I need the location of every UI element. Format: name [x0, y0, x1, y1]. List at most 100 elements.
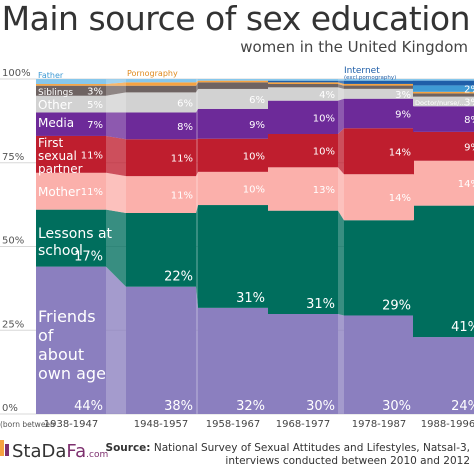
series-label-first-sexual-partner: First	[38, 136, 64, 150]
value-label: 11%	[171, 154, 193, 165]
value-label: 10%	[313, 113, 335, 124]
value-label: 22%	[164, 270, 193, 285]
bar-doctor-nurse	[413, 85, 474, 92]
logo-suffix: .com	[86, 450, 109, 460]
bar-siblings	[344, 85, 414, 89]
bar-father	[36, 79, 106, 85]
band-mother	[106, 172, 126, 213]
bar-mother	[36, 172, 106, 210]
bar-mother	[413, 160, 474, 206]
value-label: 8%	[464, 115, 474, 126]
band-pornography	[196, 80, 198, 86]
source-note: Source: National Survey of Sexual Attitu…	[106, 442, 470, 468]
value-label: 14%	[458, 179, 474, 190]
bar-media	[36, 112, 106, 136]
bar-lessons-at-school	[344, 220, 414, 316]
band-first-sexual-partner	[106, 135, 126, 177]
band-media	[338, 98, 344, 134]
band-media	[196, 108, 198, 140]
bar-siblings	[126, 85, 196, 93]
source-line2: interviews conducted between 2010 and 20…	[225, 455, 470, 467]
chart-subtitle: women in the United Kingdom	[240, 38, 468, 56]
x-tick-label: 1958-1967	[206, 419, 261, 430]
bar-first-sexual-partner	[413, 131, 474, 161]
value-label: 30%	[306, 399, 335, 414]
y-tick-label: 75%	[2, 152, 24, 163]
bar-lessons-at-school	[126, 213, 196, 287]
bar-other	[36, 95, 106, 113]
bar-lessons-at-school	[198, 205, 268, 308]
bar-father	[198, 79, 268, 81]
series-label-doctor-nurse: Doctor/nurse/...	[415, 99, 466, 107]
series-label-friends-of-about-own-age: of	[38, 326, 54, 345]
value-label: 11%	[81, 187, 103, 198]
value-label: 9%	[464, 142, 474, 153]
bar-friends-of-about-own-age	[344, 315, 414, 414]
value-label: 9%	[395, 109, 411, 120]
bar-friends-of-about-own-age	[413, 337, 474, 414]
value-label: 38%	[164, 399, 193, 414]
bar-pornography	[198, 80, 268, 83]
value-label: 29%	[382, 298, 411, 313]
bar-friends-of-about-own-age	[126, 286, 196, 414]
band-other	[338, 87, 344, 101]
bar-first-sexual-partner	[126, 139, 196, 177]
value-label: 2%	[464, 85, 474, 96]
value-label: 31%	[236, 291, 265, 306]
bar-first-sexual-partner	[344, 128, 414, 175]
bar-mother	[198, 171, 268, 206]
bar-father	[413, 79, 474, 81]
value-label: 14%	[389, 147, 411, 158]
series-label-father: Father	[38, 71, 64, 80]
x-tick-label: 1978-1987	[352, 419, 407, 430]
band-other	[106, 92, 126, 113]
value-label: 3%	[87, 87, 103, 98]
series-label-other: Other	[38, 98, 72, 112]
value-label: 7%	[87, 120, 103, 131]
site-logo[interactable]: StaDaFa.com	[12, 441, 108, 462]
bar-friends-of-about-own-age	[198, 307, 268, 414]
bar-media	[344, 98, 414, 129]
bar-other	[268, 87, 338, 101]
band-mother	[196, 171, 198, 213]
bar-siblings	[413, 93, 474, 97]
value-label: 24%	[451, 399, 474, 414]
value-label: 3%	[464, 97, 474, 108]
band-first-sexual-partner	[196, 138, 198, 177]
band-lessons-at-school	[338, 210, 344, 316]
value-label: 13%	[313, 185, 335, 196]
band-mother	[338, 167, 344, 221]
logo-main: StaDa	[12, 441, 67, 462]
logo-accent: Fa	[66, 441, 87, 462]
value-label: 44%	[74, 399, 103, 414]
series-label-pornography: Pornography	[127, 69, 178, 78]
bar-media	[268, 100, 338, 134]
band-siblings	[338, 84, 344, 89]
series-label-lessons-at-school: school	[38, 243, 83, 259]
bar-pornography	[268, 82, 338, 84]
band-internet-excl-pornography	[338, 80, 344, 84]
band-father	[338, 79, 344, 81]
series-label-first-sexual-partner: sexual	[38, 149, 77, 163]
value-label: 6%	[177, 98, 193, 109]
stadafa-logo-icon	[0, 438, 10, 458]
axes: 0% 25% 50% 75% 100% 1938-1947 1948-1957 1958-19…	[0, 68, 474, 430]
band-father	[196, 79, 198, 83]
series-label-friends-of-about-own-age: own age	[38, 364, 106, 383]
band-pornography	[106, 82, 126, 86]
x-tick-label: 1948-1957	[134, 419, 189, 430]
y-tick-label: 100%	[2, 68, 31, 79]
value-label: 14%	[389, 193, 411, 204]
band-friends-of-about-own-age	[338, 314, 344, 414]
band-lessons-at-school	[196, 205, 198, 308]
bar-internet-excl-pornography	[344, 80, 414, 84]
y-tick-label: 0%	[2, 403, 18, 414]
value-label: 41%	[451, 320, 474, 335]
bar-first-sexual-partner	[198, 138, 268, 172]
series-label-lessons-at-school: Lessons at	[38, 226, 113, 242]
value-label: 17%	[74, 250, 103, 265]
bar-internet-excl-pornography	[268, 80, 338, 83]
source-text: National Survey of Sexual Attitudes and …	[153, 442, 470, 454]
bar-father	[268, 79, 338, 81]
